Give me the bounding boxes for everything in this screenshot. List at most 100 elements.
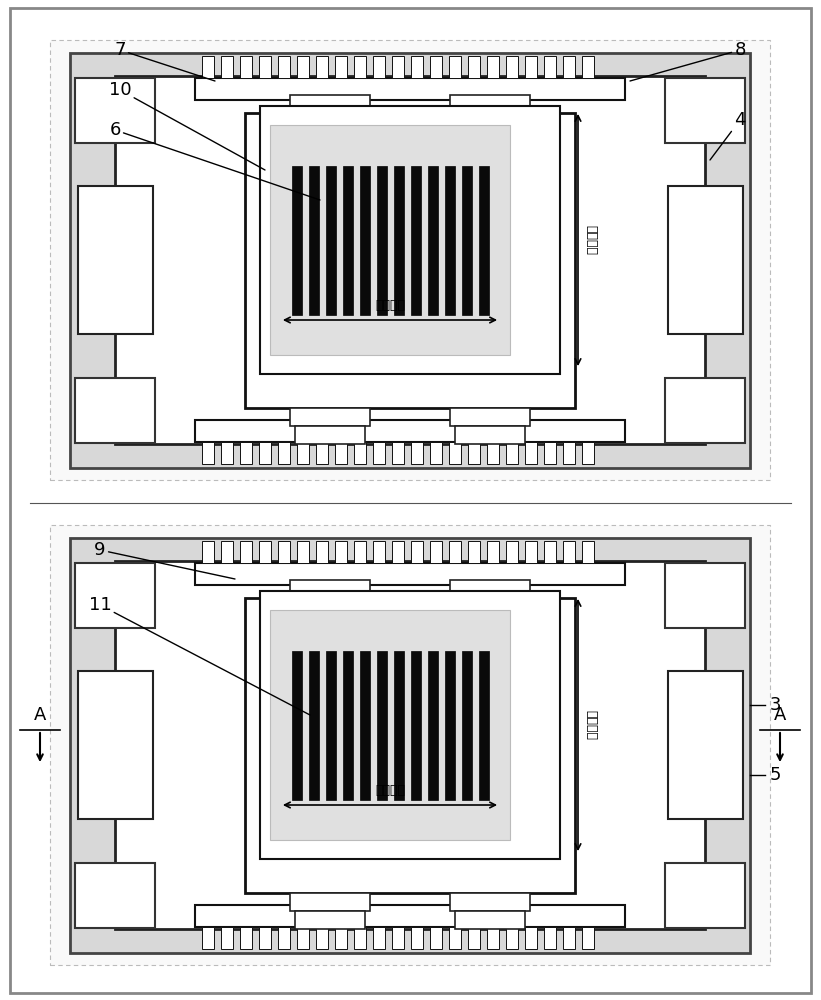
Bar <box>525 927 537 949</box>
Bar <box>342 650 352 800</box>
Text: 10: 10 <box>108 81 265 170</box>
Bar <box>544 927 556 949</box>
Bar <box>487 442 499 464</box>
Bar <box>259 927 271 949</box>
Bar <box>449 442 461 464</box>
Bar <box>506 442 518 464</box>
Bar <box>75 862 155 928</box>
Text: 11: 11 <box>89 596 310 715</box>
Bar <box>563 927 575 949</box>
Bar <box>468 927 480 949</box>
Bar <box>240 927 252 949</box>
Bar <box>291 165 301 314</box>
Bar <box>195 905 625 927</box>
Text: A: A <box>774 706 787 724</box>
Bar <box>444 165 455 314</box>
Bar <box>392 541 404 563</box>
Bar <box>335 56 347 78</box>
Bar <box>410 650 420 800</box>
Bar <box>70 52 750 468</box>
Bar <box>563 541 575 563</box>
Bar <box>297 442 309 464</box>
Bar <box>316 927 328 949</box>
Bar <box>297 927 309 949</box>
Bar <box>525 442 537 464</box>
Bar <box>373 442 385 464</box>
Text: 7: 7 <box>114 41 215 81</box>
Bar <box>260 591 560 859</box>
Bar <box>393 650 403 800</box>
Bar <box>544 442 556 464</box>
Bar <box>202 442 214 464</box>
Text: 检测方向: 检测方向 <box>375 784 405 797</box>
Bar <box>393 165 403 314</box>
Bar <box>325 165 336 314</box>
Bar <box>667 671 742 819</box>
Bar <box>195 420 625 442</box>
Bar <box>563 56 575 78</box>
Bar <box>77 186 153 334</box>
Bar <box>295 426 365 444</box>
Bar <box>221 442 233 464</box>
Bar <box>479 165 488 314</box>
Text: 回复方向: 回复方向 <box>584 710 597 740</box>
Bar <box>50 525 770 965</box>
Text: 8: 8 <box>630 41 745 81</box>
Bar <box>430 541 442 563</box>
Bar <box>260 106 560 374</box>
Bar <box>392 56 404 78</box>
Bar <box>202 541 214 563</box>
Bar <box>278 541 290 563</box>
Bar <box>221 56 233 78</box>
Bar <box>245 597 575 892</box>
Bar <box>270 125 510 355</box>
Bar <box>450 892 530 910</box>
Bar <box>525 56 537 78</box>
Bar <box>665 377 745 442</box>
Bar <box>468 541 480 563</box>
Bar <box>195 563 625 585</box>
Text: 4: 4 <box>710 111 745 160</box>
Bar <box>525 541 537 563</box>
Bar <box>487 541 499 563</box>
Bar <box>291 650 301 800</box>
Bar <box>115 561 705 929</box>
Bar <box>665 562 745 628</box>
Bar <box>373 541 385 563</box>
Text: 3: 3 <box>770 696 782 714</box>
Bar <box>325 650 336 800</box>
Bar <box>455 910 525 928</box>
Bar <box>75 78 155 142</box>
Bar <box>77 671 153 819</box>
Bar <box>335 442 347 464</box>
Bar <box>449 56 461 78</box>
Bar <box>430 442 442 464</box>
Text: 检测方向: 检测方向 <box>375 299 405 312</box>
Bar <box>544 541 556 563</box>
Bar <box>316 442 328 464</box>
Text: 9: 9 <box>94 541 235 579</box>
Bar <box>335 927 347 949</box>
Bar <box>290 95 370 112</box>
Bar <box>297 541 309 563</box>
Bar <box>428 650 438 800</box>
Bar <box>278 442 290 464</box>
Bar <box>309 165 319 314</box>
Bar <box>309 650 319 800</box>
Bar <box>354 541 366 563</box>
Bar <box>290 580 370 597</box>
Bar <box>411 541 423 563</box>
Bar <box>449 541 461 563</box>
Bar <box>479 650 488 800</box>
Bar <box>221 541 233 563</box>
Bar <box>316 541 328 563</box>
Bar <box>377 165 387 314</box>
Bar <box>202 927 214 949</box>
Bar <box>450 580 530 597</box>
Bar <box>665 78 745 142</box>
Bar <box>75 377 155 442</box>
Bar <box>461 165 471 314</box>
Bar <box>582 56 594 78</box>
Bar <box>195 78 625 100</box>
Bar <box>373 56 385 78</box>
